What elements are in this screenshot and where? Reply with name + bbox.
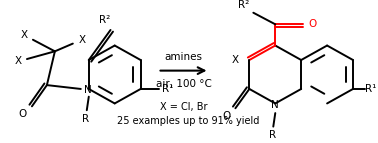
Text: air, 100 °C: air, 100 °C (156, 79, 211, 89)
Text: O: O (19, 109, 27, 119)
Text: O: O (308, 19, 316, 29)
Text: X = Cl, Br: X = Cl, Br (160, 102, 207, 112)
Text: R: R (82, 114, 89, 124)
Text: X: X (232, 55, 239, 65)
Text: R²: R² (99, 15, 110, 25)
Text: N: N (84, 85, 91, 95)
Text: R²: R² (238, 0, 249, 10)
Text: X: X (20, 30, 28, 40)
Text: X: X (14, 56, 22, 66)
Text: 25 examples up to 91% yield: 25 examples up to 91% yield (117, 116, 260, 126)
Text: amines: amines (164, 52, 203, 62)
Text: R¹: R¹ (162, 84, 173, 94)
Text: X: X (78, 35, 85, 45)
Text: N: N (271, 100, 279, 110)
Text: R¹: R¹ (365, 84, 376, 94)
Text: R: R (269, 130, 276, 140)
Text: O: O (222, 111, 231, 121)
